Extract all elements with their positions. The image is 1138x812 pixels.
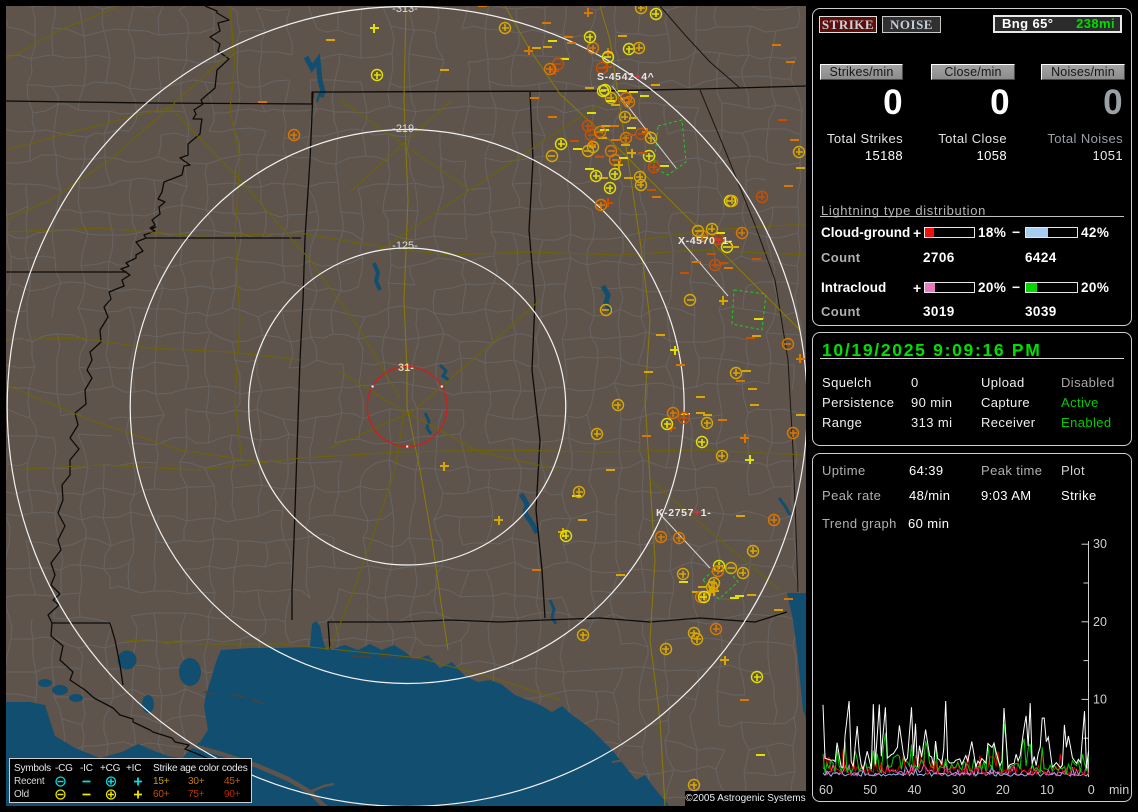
svg-text:-313-: -313- — [392, 6, 418, 15]
svg-text:S-4542+4^: S-4542+4^ — [597, 71, 654, 83]
svg-text:X-4570+1-: X-4570+1- — [678, 235, 733, 247]
svg-text:0: 0 — [1088, 783, 1095, 797]
svg-text:30: 30 — [952, 783, 966, 797]
svg-text:50: 50 — [863, 783, 877, 797]
svg-text:K-2757+1-: K-2757+1- — [656, 507, 711, 519]
svg-text:-219-: -219- — [392, 123, 418, 135]
svg-text:min: min — [1109, 783, 1129, 797]
svg-text:31-: 31- — [398, 362, 414, 374]
svg-text:-125-: -125- — [392, 240, 418, 252]
svg-text:10: 10 — [1040, 783, 1054, 797]
svg-text:20: 20 — [996, 783, 1010, 797]
svg-text:10: 10 — [1093, 692, 1107, 706]
svg-text:40: 40 — [907, 783, 921, 797]
svg-text:60: 60 — [819, 783, 833, 797]
svg-text:30: 30 — [1093, 537, 1107, 551]
svg-text:20: 20 — [1093, 615, 1107, 629]
